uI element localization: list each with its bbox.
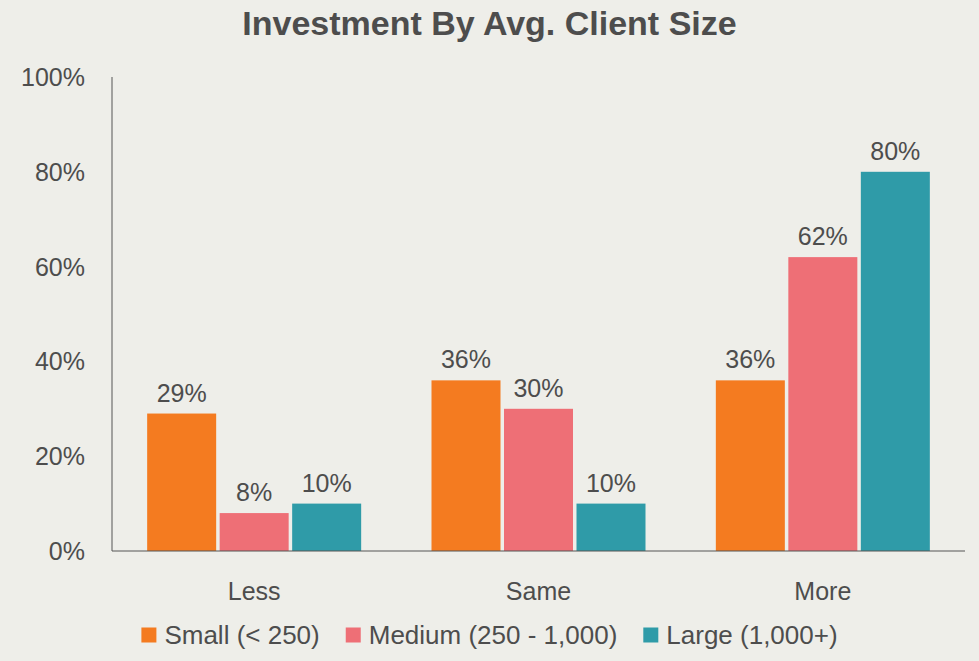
y-tick <box>108 266 112 267</box>
x-axis <box>112 551 965 552</box>
data-labels: 29% 8% 10% 36% 30% 10% 36% 62% 80% <box>157 137 921 506</box>
legend-label: Medium (250 - 1,000) <box>369 620 618 650</box>
bar <box>716 380 785 551</box>
data-label: 8% <box>236 478 272 506</box>
title: Investment By Avg. Client Size <box>242 4 736 42</box>
legend-label: Large (1,000+) <box>666 620 837 650</box>
legend: Small (< 250) Medium (250 - 1,000) Large (… <box>141 620 837 650</box>
y-tick <box>108 77 112 78</box>
x-tick-label: Less <box>228 577 281 605</box>
legend-label: Small (< 250) <box>164 620 319 650</box>
bar <box>788 257 857 551</box>
y-axis <box>112 77 113 551</box>
bar <box>147 414 216 551</box>
x-tick-label: Same <box>506 577 571 605</box>
data-label: 10% <box>586 469 636 497</box>
bar <box>861 172 930 551</box>
y-tick <box>108 456 112 457</box>
legend-swatch <box>346 628 361 643</box>
y-tick <box>108 171 112 172</box>
bar <box>577 504 646 551</box>
y-tick-label: 20% <box>35 442 85 470</box>
bar <box>432 380 501 551</box>
legend-swatch <box>141 628 156 643</box>
data-label: 36% <box>725 345 775 373</box>
y-tick-label: 100% <box>21 63 85 91</box>
y-tick <box>108 551 112 552</box>
data-label: 30% <box>513 374 563 402</box>
bar <box>504 409 573 551</box>
y-tick-label: 0% <box>49 537 85 565</box>
data-label: 29% <box>157 379 207 407</box>
chart: Investment By Avg. Client Size 0% 20% 40% 60… <box>0 0 979 661</box>
legend-swatch <box>643 628 658 643</box>
bar <box>220 513 289 551</box>
background <box>0 0 979 661</box>
y-tick-label: 60% <box>35 253 85 281</box>
x-tick-label: More <box>794 577 851 605</box>
y-tick-label: 40% <box>35 347 85 375</box>
bar <box>292 504 361 551</box>
data-label: 36% <box>441 345 491 373</box>
data-label: 10% <box>302 469 352 497</box>
y-tick-label: 80% <box>35 158 85 186</box>
bars <box>147 172 930 551</box>
y-tick <box>108 361 112 362</box>
data-label: 80% <box>870 137 920 165</box>
data-label: 62% <box>798 222 848 250</box>
